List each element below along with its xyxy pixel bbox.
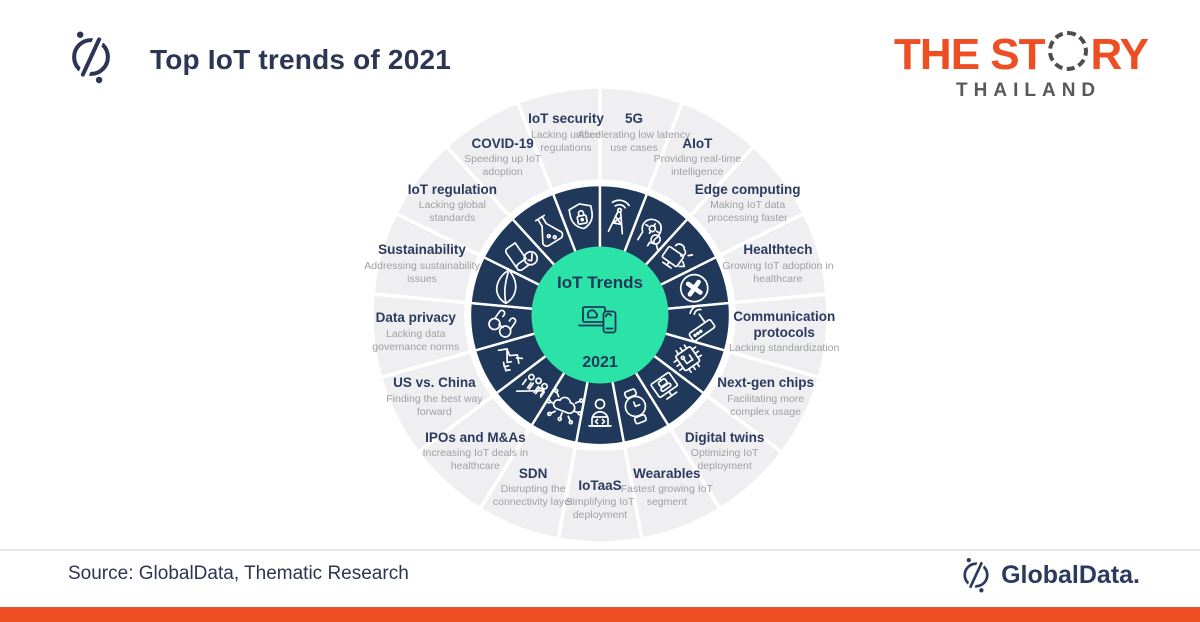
chip-icon	[673, 344, 703, 374]
page-title: Top IoT trends of 2021	[150, 44, 452, 75]
globaldata-mark-icon	[963, 557, 989, 593]
laptop-phone-icon	[578, 306, 617, 334]
radio-tower-icon	[607, 199, 630, 235]
health-cross-icon	[679, 273, 709, 303]
developer-laptop-icon	[588, 398, 612, 427]
globaldata-text: GlobalData.	[1001, 560, 1140, 589]
story-text-left: THE ST	[894, 30, 1045, 79]
shield-lock-icon	[568, 203, 594, 230]
bottom-accent-bar	[0, 607, 1200, 622]
leaf-icon	[495, 269, 517, 305]
source-text: Source: GlobalData, Thematic Research	[68, 563, 409, 584]
wheel-center-year: 2021	[582, 354, 618, 371]
the-story-thailand-logo: THE ST RY THAILAND	[894, 30, 1149, 101]
outer-segment-covid-19	[443, 100, 554, 219]
ai-head-icon	[636, 218, 662, 251]
book-check-icon	[505, 242, 539, 272]
the-story-wordmark: THE ST RY	[894, 30, 1149, 79]
flask-icon	[534, 214, 564, 247]
handshake-icon	[497, 348, 524, 372]
story-subtitle: THAILAND	[956, 80, 1102, 101]
footer-divider	[0, 549, 1200, 551]
dashed-o-icon	[1047, 31, 1088, 71]
smartwatch-icon	[623, 388, 647, 425]
cloud-network-icon	[546, 388, 584, 425]
router-antenna-icon	[688, 304, 716, 342]
globaldata-logo: GlobalData.	[958, 556, 1140, 594]
story-text-right: RY	[1090, 30, 1149, 79]
wheel-center-title: IoT Trends	[557, 273, 643, 292]
people-growth-icon	[515, 373, 548, 398]
monitor-cloud-icon	[661, 243, 694, 269]
globaldata-mark-icon	[72, 31, 110, 84]
monitor-robot-icon	[650, 371, 679, 400]
center-circle	[531, 246, 669, 384]
iot-trends-wheel: IoT Trends 2021	[365, 80, 835, 550]
binoculars-icon	[488, 309, 517, 338]
